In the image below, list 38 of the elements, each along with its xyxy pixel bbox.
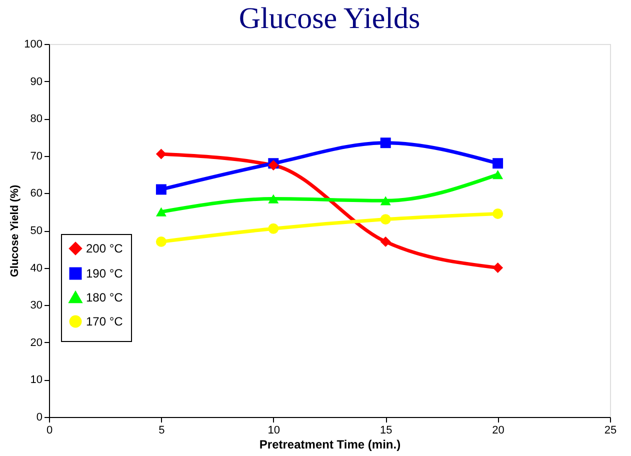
- y-tick-label: 80: [30, 113, 42, 126]
- x-tick-label: 10: [268, 424, 280, 436]
- x-tick-label: 25: [604, 424, 617, 436]
- point: [492, 262, 504, 274]
- y-tick-label: 40: [30, 262, 42, 274]
- legend-label: 200 °C: [86, 242, 124, 256]
- point: [156, 184, 166, 195]
- x-tick-label: 15: [380, 424, 392, 436]
- point: [156, 236, 166, 247]
- legend-label: 170 °C: [86, 314, 124, 328]
- x-tick-label: 5: [158, 424, 165, 436]
- y-tick-label: 70: [30, 150, 42, 162]
- point: [492, 208, 504, 219]
- point: [380, 214, 391, 225]
- point: [492, 170, 504, 180]
- point: [380, 196, 391, 206]
- point: [156, 207, 166, 216]
- point: [380, 138, 391, 148]
- y-tick-label: 0: [36, 412, 42, 424]
- y-tick-label: 100: [24, 38, 42, 50]
- legend-label: 190 °C: [86, 266, 124, 280]
- chart-title: Glucose Yields: [238, 2, 420, 35]
- y-tick-label: 10: [30, 374, 42, 386]
- point: [156, 148, 166, 160]
- point: [492, 158, 504, 169]
- legend-label: 180 °C: [86, 290, 124, 304]
- x-tick-label: 0: [46, 424, 53, 436]
- y-tick-label: 90: [30, 76, 42, 88]
- y-tick-label: 60: [30, 188, 42, 200]
- y-axis-title: Glucose Yield (%): [9, 184, 22, 278]
- point: [268, 194, 279, 204]
- y-tick-label: 30: [30, 300, 42, 312]
- y-tick-label: 50: [30, 225, 42, 237]
- y-tick-label: 20: [30, 336, 42, 349]
- point: [268, 223, 279, 234]
- x-tick-label: 20: [492, 424, 504, 436]
- point: [380, 236, 391, 247]
- x-axis-title: Pretreatment Time (min.): [259, 438, 401, 452]
